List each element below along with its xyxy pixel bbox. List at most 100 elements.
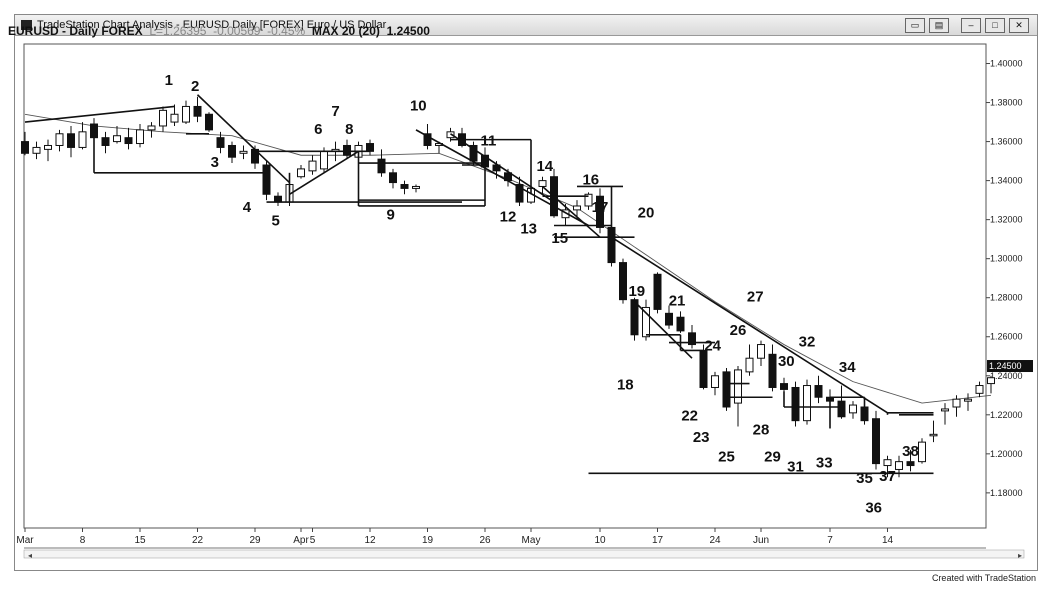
candle-body [297,168,305,178]
candle [929,420,938,443]
candle [918,438,926,464]
wave-label: 1 [165,72,173,89]
candle [630,297,639,341]
candle [205,112,213,132]
candle-body [90,123,98,139]
candle [538,176,547,195]
candle [458,127,466,148]
candle-body [274,195,282,203]
wave-label: 5 [272,213,280,230]
candle-body [849,404,857,414]
candle [262,161,271,201]
candle-body [780,383,788,390]
maximize-button[interactable]: □ [985,18,1005,33]
candle [642,299,650,341]
candle-body [941,408,949,412]
wave-label: 9 [387,207,395,224]
candle-body [55,133,64,146]
candle [78,122,87,150]
y-tick-label: 1.34000 [990,176,1023,186]
tile-icon[interactable]: ▤ [929,18,949,33]
candle-body [883,459,892,467]
candle [239,145,248,160]
wave-label: 6 [314,121,322,138]
candle [124,127,133,150]
candle-body [159,109,167,127]
close-button[interactable]: ✕ [1009,18,1029,33]
candle-body [573,205,581,211]
candle-body [975,385,984,394]
wave-label: 27 [747,289,764,306]
x-tick-label: 12 [364,535,376,546]
candle-body [136,129,144,145]
wave-label: 13 [520,220,537,237]
candle [550,168,558,218]
y-tick-label: 1.18000 [990,488,1023,498]
candle [688,325,696,349]
wave-label: 34 [839,359,856,376]
candle-body [814,385,823,398]
x-tick-label: Apr [293,535,309,546]
x-tick-label: 15 [134,535,146,546]
candle-body [964,398,972,402]
wave-label: 15 [551,230,568,247]
wave-label: 36 [865,499,882,516]
candle [228,141,236,164]
candle [780,377,788,394]
candle-body [929,433,938,437]
y-tick-label: 1.30000 [990,254,1023,264]
candle-body [699,349,708,388]
candle [55,129,64,152]
wave-label: 10 [410,97,427,114]
tradestation-icon [21,20,32,30]
candle-body [837,400,846,418]
candle [216,131,225,154]
candle [975,381,984,398]
candle [113,125,121,144]
wave-label: 38 [902,443,919,460]
created-with-credit: Created with TradeStation [931,573,1036,583]
candle [343,139,351,160]
candle [814,375,823,404]
candle-body [205,113,213,131]
candle-body [895,461,903,470]
wave-label: 11 [481,132,497,149]
candle [515,176,524,206]
wave-label: 22 [681,408,698,425]
candle [400,180,409,195]
last-price: L=1.26395 [149,24,207,38]
x-tick-label: Mar [16,535,34,546]
trendline [196,94,291,184]
candle [389,168,397,189]
candle [757,340,765,367]
candle [952,395,961,417]
candle-body [228,144,236,158]
candle-body [538,180,547,187]
candle [297,165,305,179]
wave-label: 31 [787,458,804,475]
x-tick-label: 29 [249,535,261,546]
candle-body [757,344,765,359]
scroll-right-icon: ▸ [1018,551,1022,560]
candle-body [101,137,110,146]
candle-body [653,273,662,310]
wave-label: 23 [693,429,710,446]
x-tick-label: 5 [310,535,316,546]
candle [906,449,915,472]
x-tick-label: 22 [192,535,204,546]
candle [837,385,846,419]
scroll-left-icon: ◂ [28,551,32,560]
candle-body [446,131,455,139]
wave-label: 28 [753,421,770,438]
minimize-button[interactable]: – [961,18,981,33]
candle-body [665,312,673,326]
candle [159,106,167,132]
wave-label: 29 [764,449,781,466]
candle-body [688,332,696,346]
wave-label: 16 [582,172,599,189]
wave-label: 26 [730,322,747,339]
candle [745,344,754,376]
candle [32,141,41,160]
candle-body [182,105,190,123]
layout-icon[interactable]: ▭ [905,18,925,33]
